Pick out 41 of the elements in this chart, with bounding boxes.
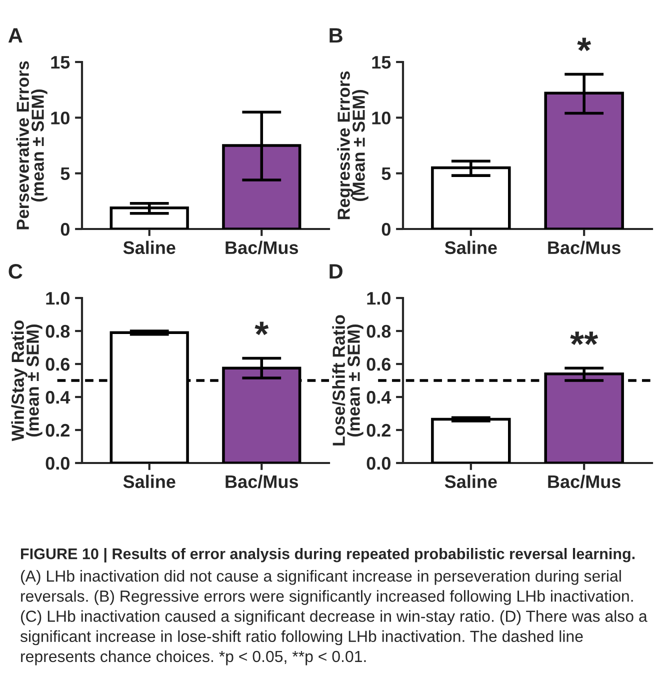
annotation: ** [570, 332, 598, 346]
x-tick-label: Bac/Mus [548, 240, 620, 254]
y-tick-label: 15 [51, 56, 70, 69]
y-axis-title: Perseverative Errors (mean ± SEM) [16, 61, 48, 230]
y-axis-title: Lose/Shift Ratio (mean ± SEM) [332, 315, 364, 446]
y-tick-label: 0.2 [366, 424, 390, 437]
x-tick-label: Bac/Mus [548, 474, 620, 488]
x-tick-label: Saline [123, 474, 176, 488]
y-tick-label: 0.6 [366, 358, 391, 371]
x-tick-label: Saline [444, 474, 497, 488]
chart-title: B [330, 28, 342, 43]
y-tick-label: 1.0 [367, 292, 390, 305]
chart-title: C [8, 264, 22, 279]
y-tick-label: 5 [382, 167, 391, 180]
y-tick-label: 5 [60, 167, 70, 180]
text: * [577, 38, 592, 52]
y-tick-label: 0.6 [46, 358, 70, 371]
x-tick-label: Saline [444, 240, 497, 254]
chart-title: D [330, 264, 342, 279]
x-tick-label: Bac/Mus [226, 240, 298, 254]
y-tick-label: 1.0 [46, 292, 70, 305]
y-tick-label: 0 [382, 222, 390, 236]
y-tick-label: 0 [60, 222, 70, 236]
y-tick-label: 0.0 [46, 456, 70, 470]
y-tick-label: 10 [372, 112, 390, 124]
annotation: * [254, 322, 269, 336]
y-axis-title: Regressive Errors (Mean ± SEM) [337, 71, 368, 220]
y-tick-label: 0.2 [46, 424, 70, 437]
y-axis-title: Win/Stay Ratio (mean ± SEM) [11, 320, 42, 442]
text: (A) LHb inactivation did not cause a significant increase in perseveration during serial reversals. (B) Regressive errors were significantly increased following LHb inactivation. (C) LHb inactivation caused a significant decrease in win-stay ratio. (D) There was also a significant increase in lose-shift ratio following LHb inactivation. The dashed line represents chance choices. *p < 0.05, **p < 0.01. [20, 570, 648, 666]
y-tick-label: 0.8 [366, 324, 391, 338]
x-tick-label: Saline [123, 240, 176, 254]
y-tick-label: 0.8 [46, 324, 70, 338]
y-tick-label: 10 [51, 112, 70, 124]
chart-title: A [8, 28, 22, 43]
caption: FIGURE 10 | Results of error analysis during repeated probabilistic reversal learning. [21, 548, 635, 562]
y-tick-label: 0.4 [46, 390, 70, 404]
y-tick-label: 15 [372, 56, 391, 69]
x-tick-label: Bac/Mus [226, 474, 298, 488]
y-tick-label: 0.4 [366, 390, 392, 404]
y-tick-label: 0.0 [366, 456, 390, 470]
